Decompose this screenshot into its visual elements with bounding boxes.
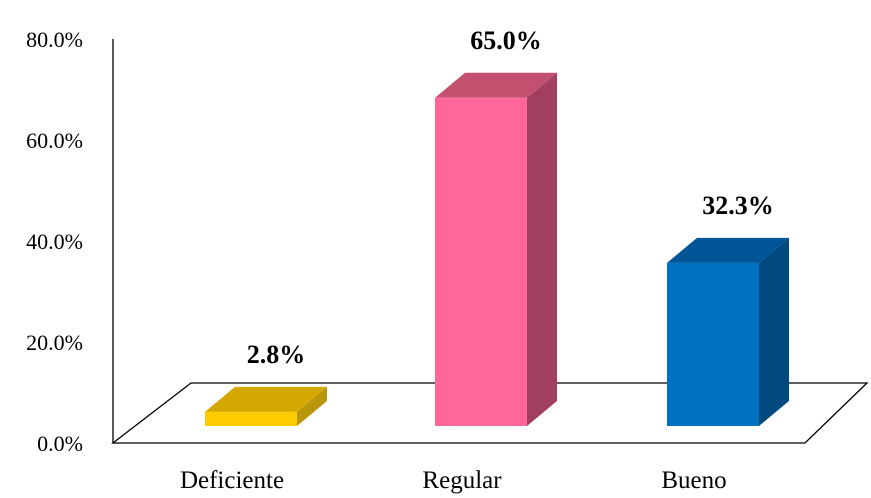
bar-front [205,411,297,426]
bar-bueno [667,237,789,426]
bars [205,72,789,426]
bar-deficiente [205,386,327,426]
data-label: 2.8% [247,340,306,369]
y-tick-label: 20.0% [26,330,83,355]
y-tick-label: 80.0% [26,27,83,52]
floor-plane [111,382,869,444]
x-category-label: Deficiente [180,467,284,494]
bar-side [759,237,789,426]
data-label: 32.3% [702,191,774,220]
labels: 0.0% 20.0% 40.0% 60.0% 80.0% 2.8% Deficiente 65… [26,26,774,494]
bar-top [205,386,327,412]
bar-front [435,97,527,426]
bar-side [527,72,557,426]
bar-front [667,262,759,426]
y-tick-label: 0.0% [37,431,83,456]
x-category-label: Regular [422,467,502,494]
y-tick-label: 60.0% [26,128,83,153]
bar-regular [435,72,557,426]
chart-floor [111,382,869,444]
bar-top [435,72,557,98]
bar-side [297,386,327,426]
y-tick-label: 40.0% [26,229,83,254]
data-label: 65.0% [470,26,542,55]
bar-top [667,237,789,263]
x-category-label: Bueno [661,467,726,494]
